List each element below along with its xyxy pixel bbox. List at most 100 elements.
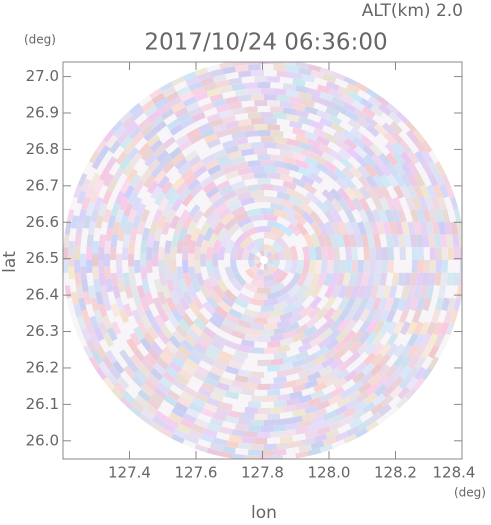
echo-cell	[273, 300, 288, 311]
echo-cell	[156, 381, 170, 395]
echo-cell	[215, 355, 231, 367]
echo-cell	[344, 197, 357, 212]
echo-cell	[376, 284, 386, 299]
echo-cell	[285, 65, 300, 74]
echo-cell	[384, 297, 395, 312]
echo-cell	[260, 425, 274, 433]
echo-cell	[167, 192, 180, 207]
echo-cell	[267, 100, 281, 107]
echo-cell	[126, 168, 138, 183]
echo-cell	[179, 91, 194, 102]
echo-cell	[140, 123, 154, 137]
echo-cell	[234, 399, 249, 408]
echo-cell	[314, 260, 322, 274]
echo-cell	[452, 234, 460, 248]
echo-cell	[441, 208, 450, 223]
echo-cell	[378, 297, 388, 312]
echo-cell	[267, 437, 281, 444]
echo-cell	[73, 260, 81, 273]
echo-cell	[288, 313, 303, 325]
echo-cell	[350, 221, 361, 236]
echo-cell	[337, 198, 350, 213]
echo-cell	[363, 221, 373, 236]
echo-cell	[141, 99, 155, 112]
echo-cell	[353, 145, 368, 159]
echo-cell	[222, 190, 237, 202]
echo-cell	[397, 386, 411, 400]
echo-cell	[159, 130, 173, 144]
echo-cell	[346, 425, 361, 437]
echo-cell	[282, 302, 297, 315]
echo-cell	[319, 443, 334, 453]
echo-cell	[423, 260, 431, 273]
echo-cell	[116, 240, 124, 254]
echo-cell	[300, 174, 315, 186]
echo-cell	[203, 227, 215, 242]
echo-cell	[220, 272, 232, 287]
echo-cell	[209, 366, 224, 377]
echo-cell	[358, 296, 369, 312]
echo-cell	[144, 402, 158, 416]
echo-cell	[180, 167, 195, 181]
echo-cell	[165, 340, 179, 355]
echo-cell	[354, 272, 364, 287]
echo-cell	[160, 325, 174, 340]
echo-cell	[176, 253, 183, 267]
echo-cell	[247, 88, 261, 95]
echo-cell	[200, 381, 215, 393]
echo-cell	[218, 260, 226, 275]
echo-cell	[407, 150, 420, 165]
echo-cell	[379, 185, 392, 200]
echo-cell	[383, 131, 397, 146]
echo-cell	[184, 358, 199, 371]
echo-cell	[416, 234, 424, 248]
echo-cell	[85, 321, 96, 336]
echo-cell	[97, 260, 105, 273]
echo-cell	[276, 393, 291, 402]
y-unit: (deg)	[24, 33, 56, 47]
echo-cell	[428, 150, 440, 164]
echo-cell	[140, 253, 147, 267]
echo-cell	[393, 184, 405, 199]
echo-cell	[352, 371, 366, 384]
echo-cell	[310, 94, 325, 105]
echo-cell	[407, 355, 420, 370]
echo-cell	[372, 174, 385, 189]
echo-cell	[206, 64, 221, 73]
echo-cell	[387, 246, 394, 260]
echo-cell	[116, 332, 128, 347]
echo-cell	[372, 308, 384, 324]
x-tick-label: 127.8	[241, 464, 284, 482]
echo-cell	[312, 354, 327, 367]
echo-cell	[165, 91, 180, 103]
echo-cell	[181, 246, 189, 260]
echo-cell	[298, 116, 313, 126]
echo-cell	[431, 309, 441, 324]
echo-cell	[176, 266, 185, 281]
echo-cell	[221, 139, 236, 149]
echo-cell	[264, 69, 277, 77]
echo-cell	[414, 150, 427, 165]
x-tick-label: 127.4	[108, 464, 151, 482]
echo-cell	[195, 143, 210, 155]
echo-cell	[347, 156, 362, 170]
echo-cell	[331, 71, 346, 81]
echo-cell	[129, 227, 138, 242]
echo-cell	[379, 331, 392, 346]
echo-cell	[319, 91, 334, 102]
echo-cell	[182, 215, 194, 230]
echo-cell	[434, 297, 444, 312]
echo-cell	[322, 410, 337, 421]
echo-cell	[270, 308, 285, 318]
echo-cell	[183, 122, 198, 134]
echo-cell	[225, 145, 240, 155]
echo-cell	[297, 166, 313, 178]
echo-cell	[419, 321, 431, 336]
echo-cell	[145, 260, 153, 274]
echo-cell	[81, 196, 91, 211]
echo-cell	[139, 337, 153, 352]
echo-cell	[158, 272, 168, 287]
echo-cell	[144, 196, 156, 212]
echo-cell	[138, 413, 152, 425]
echo-cell	[102, 333, 114, 348]
